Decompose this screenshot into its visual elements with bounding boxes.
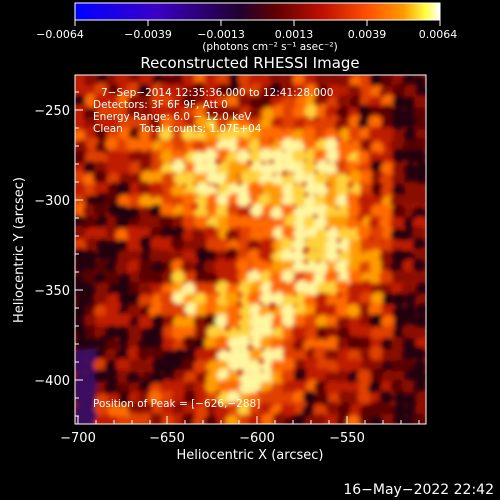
y-tick-label: −400 (34, 374, 70, 389)
colorbar-tick-label: −0.0013 (197, 28, 245, 41)
info-line-energy: Energy Range: 6.0 − 12.0 keV (93, 111, 252, 123)
y-axis (75, 91, 83, 417)
peak-position-text: Position of Peak = [−626,−288] (93, 398, 260, 410)
colorbar-tick-label: 0.0013 (275, 28, 314, 41)
image-frame (74, 74, 427, 425)
colorbar-tick-label: 0.0064 (419, 28, 458, 41)
colorbar-ticks (74, 20, 441, 26)
x-tick-label: −600 (239, 431, 275, 446)
x-axis-label: Heliocentric X (arcsec) (177, 448, 324, 463)
y-tick-label: −300 (34, 194, 70, 209)
image-title: Reconstructed RHESSI Image (140, 54, 359, 72)
colorbar-tick-label: −0.0064 (36, 28, 84, 41)
colorbar-tick-label: −0.0039 (124, 28, 172, 41)
colorbar-gradient (74, 2, 441, 21)
info-line-detectors: Detectors: 3F 6F 9F, Att 0 (93, 99, 228, 111)
info-line-counts: Clean Total counts: 1.07E+04 (93, 123, 262, 135)
colorbar: −0.0064 −0.0039 −0.0013 0.0013 0.0039 0.… (36, 2, 458, 53)
info-line-time: 7−Sep−2014 12:35:36.000 to 12:41:28.000 (101, 87, 333, 99)
render-timestamp: 16−May−2022 22:42 (343, 482, 494, 498)
y-tick-label: −350 (34, 284, 70, 299)
x-tick-label: −700 (60, 431, 96, 446)
x-tick-label: −650 (149, 431, 185, 446)
rhessi-image (75, 75, 426, 424)
colorbar-unit-label: (photons cm⁻² s⁻¹ asec⁻²) (202, 41, 337, 53)
colorbar-tick-label: 0.0039 (348, 28, 387, 41)
x-axis (77, 416, 420, 424)
y-axis-label: Heliocentric Y (arcsec) (12, 177, 27, 323)
x-tick-label: −550 (329, 431, 365, 446)
y-tick-label: −250 (34, 104, 70, 119)
